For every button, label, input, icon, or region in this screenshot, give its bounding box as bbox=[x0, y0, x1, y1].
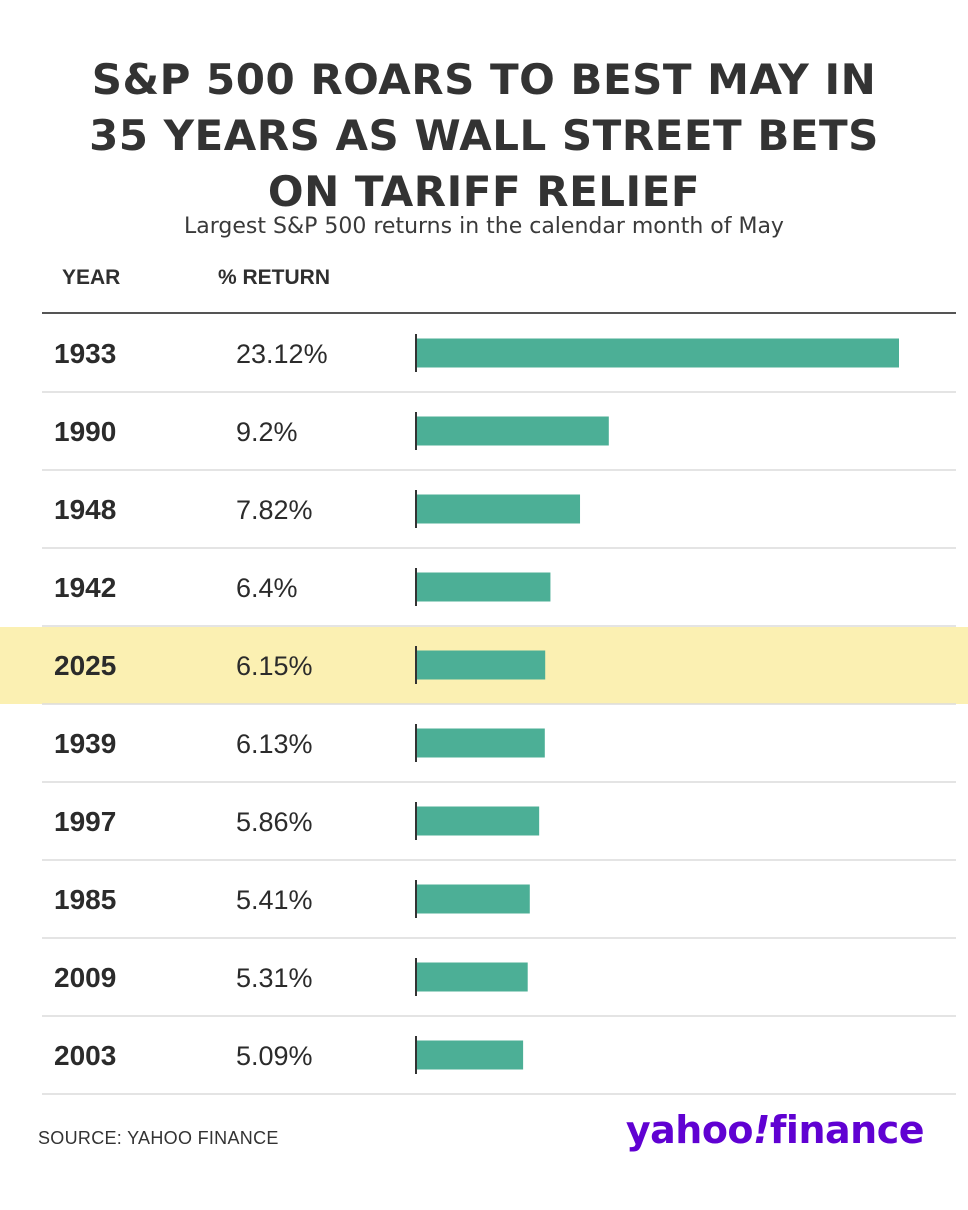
year-label: 1939 bbox=[54, 728, 116, 759]
bar bbox=[417, 806, 540, 836]
chart-title-line: 35 YEARS AS WALL STREET BETS bbox=[89, 111, 879, 160]
year-label: 1933 bbox=[54, 338, 116, 369]
bar bbox=[417, 650, 546, 680]
return-label: 5.09% bbox=[236, 1041, 313, 1071]
year-label: 2009 bbox=[54, 962, 116, 993]
year-label: 1948 bbox=[54, 494, 116, 525]
year-label: 1942 bbox=[54, 572, 116, 603]
return-label: 5.86% bbox=[236, 807, 313, 837]
bar bbox=[417, 962, 528, 992]
bar bbox=[417, 416, 609, 446]
bar bbox=[417, 884, 530, 914]
bar bbox=[417, 338, 899, 368]
chart-title-line: S&P 500 ROARS TO BEST MAY IN bbox=[91, 55, 877, 104]
chart-title: S&P 500 ROARS TO BEST MAY IN 35 YEARS AS… bbox=[0, 52, 968, 220]
header-divider bbox=[42, 312, 956, 314]
bar bbox=[417, 728, 545, 758]
year-label: 2025 bbox=[54, 650, 116, 681]
return-label: 5.41% bbox=[236, 885, 313, 915]
return-label: 6.13% bbox=[236, 729, 313, 759]
bar bbox=[417, 1040, 524, 1070]
chart-title-line: ON TARIFF RELIEF bbox=[267, 167, 701, 216]
column-header-return: % RETURN bbox=[218, 266, 331, 289]
return-label: 6.4% bbox=[236, 573, 298, 603]
year-label: 1990 bbox=[54, 416, 116, 447]
logo-finance: finance bbox=[769, 1108, 925, 1152]
return-label: 9.2% bbox=[236, 417, 298, 447]
logo-yahoo: yahoo bbox=[625, 1108, 754, 1152]
logo-exclamation: ! bbox=[753, 1108, 770, 1152]
bar bbox=[417, 494, 581, 524]
column-header-year: YEAR bbox=[62, 266, 121, 289]
return-label: 6.15% bbox=[236, 651, 313, 681]
yahoo-finance-logo: yahoo!finance bbox=[625, 1108, 925, 1152]
year-label: 1985 bbox=[54, 884, 116, 915]
bar bbox=[417, 572, 551, 602]
return-label: 7.82% bbox=[236, 495, 313, 525]
source-note: SOURCE: YAHOO FINANCE bbox=[38, 1128, 279, 1148]
return-label: 5.31% bbox=[236, 963, 313, 993]
chart-subtitle: Largest S&P 500 returns in the calendar … bbox=[184, 214, 784, 239]
return-label: 23.12% bbox=[236, 339, 328, 369]
year-label: 2003 bbox=[54, 1040, 116, 1071]
year-label: 1997 bbox=[54, 806, 116, 837]
